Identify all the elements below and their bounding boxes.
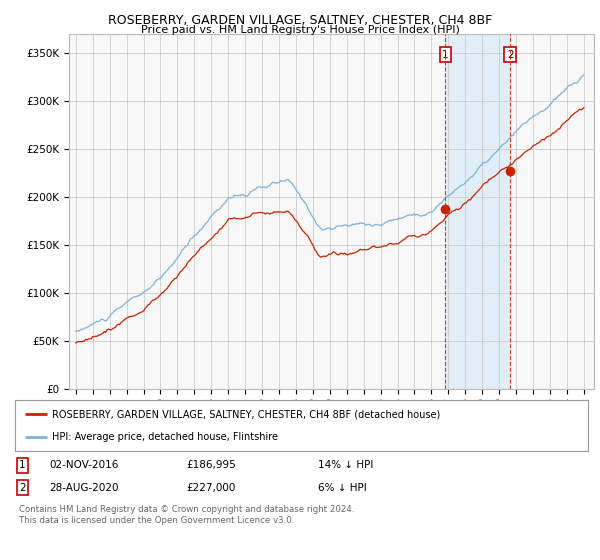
Text: 1: 1 (19, 460, 26, 470)
Text: 14% ↓ HPI: 14% ↓ HPI (318, 460, 373, 470)
Text: HPI: Average price, detached house, Flintshire: HPI: Average price, detached house, Flin… (52, 432, 278, 442)
Text: ROSEBERRY, GARDEN VILLAGE, SALTNEY, CHESTER, CH4 8BF (detached house): ROSEBERRY, GARDEN VILLAGE, SALTNEY, CHES… (52, 409, 440, 419)
Text: Price paid vs. HM Land Registry's House Price Index (HPI): Price paid vs. HM Land Registry's House … (140, 25, 460, 35)
Text: 02-NOV-2016: 02-NOV-2016 (49, 460, 119, 470)
Text: 2: 2 (507, 50, 514, 59)
Text: 6% ↓ HPI: 6% ↓ HPI (318, 483, 367, 493)
Bar (445, 34, 510, 389)
Text: £227,000: £227,000 (186, 483, 235, 493)
Text: £186,995: £186,995 (186, 460, 236, 470)
Text: 1: 1 (442, 50, 449, 59)
Text: 2: 2 (19, 483, 26, 493)
Text: ROSEBERRY, GARDEN VILLAGE, SALTNEY, CHESTER, CH4 8BF: ROSEBERRY, GARDEN VILLAGE, SALTNEY, CHES… (108, 14, 492, 27)
Text: Contains HM Land Registry data © Crown copyright and database right 2024.
This d: Contains HM Land Registry data © Crown c… (19, 505, 355, 525)
Text: 28-AUG-2020: 28-AUG-2020 (49, 483, 119, 493)
